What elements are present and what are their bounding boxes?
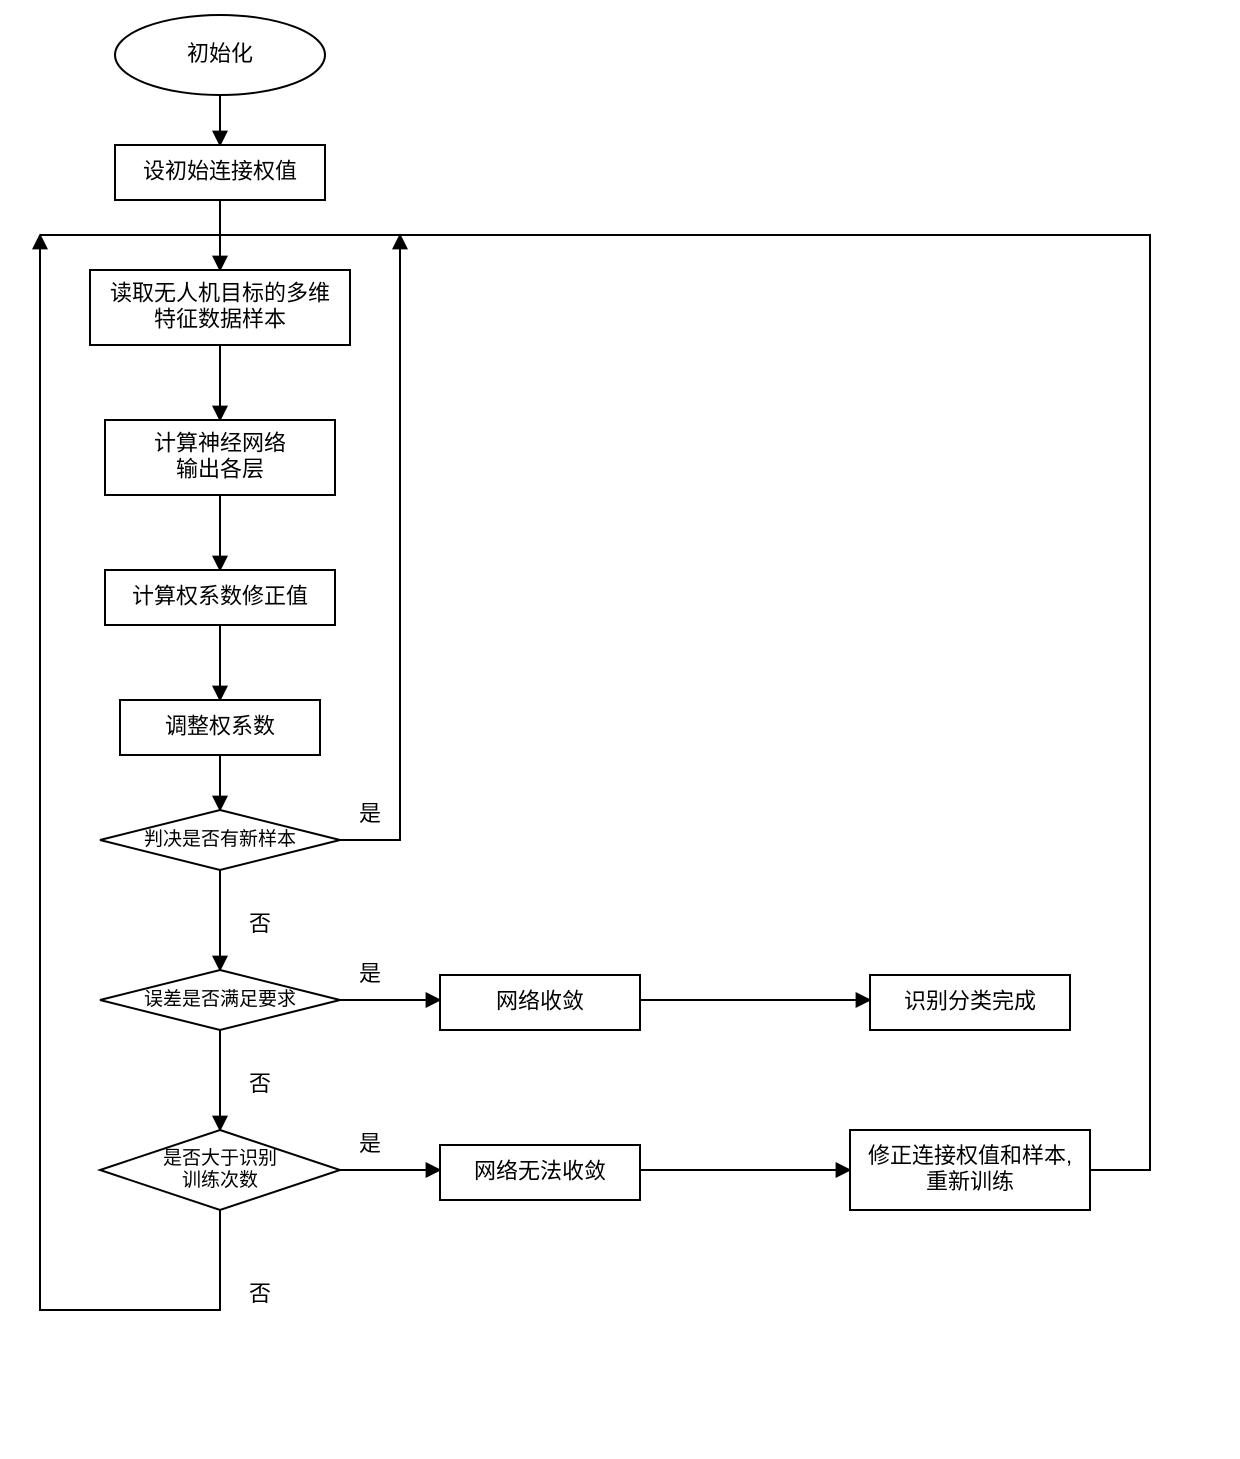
node-label-read-1: 特征数据样本 — [154, 306, 286, 331]
edge-label-d_new_no: 否 — [249, 911, 271, 936]
node-label-d_err: 误差是否满足要求 — [144, 988, 296, 1010]
node-label-retrain-1: 重新训练 — [926, 1169, 1014, 1194]
node-label-read-0: 读取无人机目标的多维 — [110, 280, 330, 305]
edge-label-d_iter_no: 否 — [249, 1281, 271, 1306]
node-label-d_new: 判决是否有新样本 — [144, 828, 296, 850]
edge-label-d_err_yes: 是 — [359, 961, 381, 986]
node-label-compute_nn-0: 计算神经网络 — [154, 430, 286, 455]
edge-label-d_new_yes: 是 — [359, 801, 381, 826]
node-label-d_iter-1: 训练次数 — [182, 1169, 258, 1191]
edge-label-d_iter_yes: 是 — [359, 1131, 381, 1156]
node-label-converge: 网络收敛 — [496, 988, 584, 1013]
flowchart-diagram: 初始化设初始连接权值读取无人机目标的多维特征数据样本计算神经网络输出各层计算权系… — [0, 0, 1240, 1459]
node-label-adjust: 调整权系数 — [165, 713, 275, 738]
edge-label-d_err_no: 否 — [249, 1071, 271, 1096]
node-label-start: 初始化 — [187, 41, 253, 66]
node-label-noconv: 网络无法收敛 — [474, 1158, 606, 1183]
node-label-done: 识别分类完成 — [904, 988, 1036, 1013]
node-label-retrain-0: 修正连接权值和样本, — [868, 1143, 1072, 1168]
node-label-compute_dw: 计算权系数修正值 — [132, 583, 308, 608]
node-label-d_iter-0: 是否大于识别 — [163, 1147, 277, 1169]
node-label-init_w: 设初始连接权值 — [143, 158, 297, 183]
node-label-compute_nn-1: 输出各层 — [176, 456, 264, 481]
